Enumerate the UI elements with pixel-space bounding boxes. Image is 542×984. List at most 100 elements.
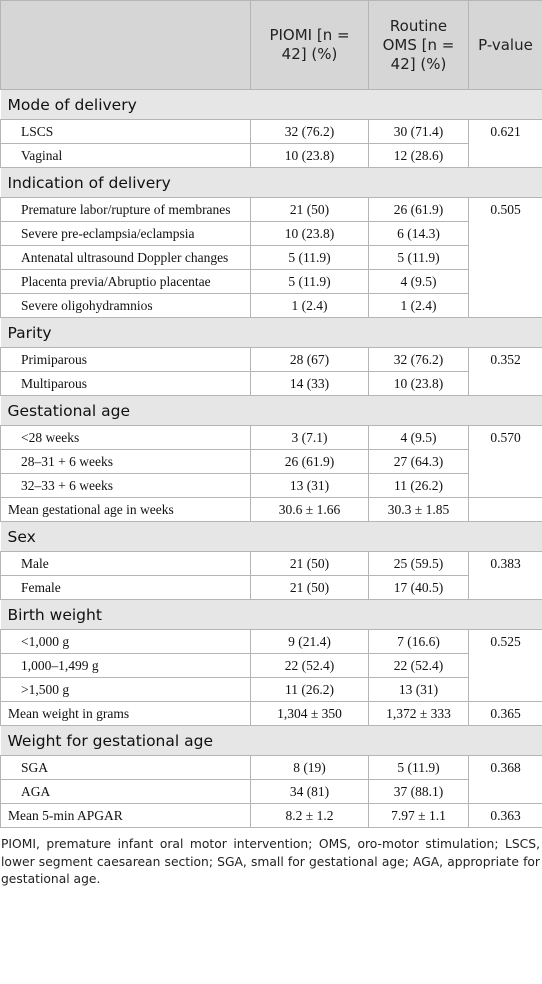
routine-cell: 11 (26.2)	[368, 473, 469, 498]
section-row: Gestational age	[0, 395, 542, 426]
piomi-cell: 14 (33)	[250, 371, 369, 396]
row-label: Severe pre-eclampsia/eclampsia	[0, 221, 251, 246]
routine-cell: 26 (61.9)	[368, 197, 469, 222]
section-row: Sex	[0, 521, 542, 552]
routine-cell: 1,372 ± 333	[368, 701, 469, 726]
data-row: >1,500 g 11 (26.2) 13 (31)	[0, 677, 542, 702]
section-title: Sex	[0, 521, 542, 552]
p-value-cell: 0.525	[468, 629, 542, 702]
p-value-cell: 0.365	[468, 701, 542, 726]
header-cell: P-value	[468, 0, 542, 90]
row-label: Placenta previa/Abruptio placentae	[0, 269, 251, 294]
piomi-cell: 13 (31)	[250, 473, 369, 498]
piomi-cell: 28 (67)	[250, 347, 369, 372]
piomi-cell: 10 (23.8)	[250, 143, 369, 168]
p-value-cell	[468, 497, 542, 522]
routine-cell: 13 (31)	[368, 677, 469, 702]
piomi-cell: 22 (52.4)	[250, 653, 369, 678]
p-value-cell: 0.383	[468, 551, 542, 600]
summary-row: Mean gestational age in weeks 30.6 ± 1.66…	[0, 497, 542, 522]
p-value-cell: 0.621	[468, 119, 542, 168]
piomi-cell: 9 (21.4)	[250, 629, 369, 654]
section-title: Indication of delivery	[0, 167, 542, 198]
piomi-cell: 5 (11.9)	[250, 245, 369, 270]
routine-cell: 17 (40.5)	[368, 575, 469, 600]
section-row: Mode of delivery	[0, 89, 542, 120]
piomi-cell: 8 (19)	[250, 755, 369, 780]
data-row: <28 weeks 3 (7.1) 4 (9.5) 0.570	[0, 425, 542, 498]
data-row: Primiparous 28 (67) 32 (76.2) 0.352	[0, 347, 542, 396]
routine-cell: 22 (52.4)	[368, 653, 469, 678]
data-row: Male 21 (50) 25 (59.5) 0.383	[0, 551, 542, 600]
data-row: Severe oligohydramnios 1 (2.4) 1 (2.4)	[0, 293, 542, 318]
routine-cell: 5 (11.9)	[368, 755, 469, 780]
section-row: Parity	[0, 317, 542, 348]
row-label: Severe oligohydramnios	[0, 293, 251, 318]
row-label: 28–31 + 6 weeks	[0, 449, 251, 474]
header-row: PIOMI [n = 42] (%) Routine OMS [n = 42] …	[0, 0, 542, 90]
routine-cell: 32 (76.2)	[368, 347, 469, 372]
piomi-cell: 21 (50)	[250, 197, 369, 222]
row-label: >1,500 g	[0, 677, 251, 702]
piomi-cell: 5 (11.9)	[250, 269, 369, 294]
piomi-cell: 10 (23.8)	[250, 221, 369, 246]
routine-cell: 30.3 ± 1.85	[368, 497, 469, 522]
data-row: 1,000–1,499 g 22 (52.4) 22 (52.4)	[0, 653, 542, 678]
piomi-cell: 30.6 ± 1.66	[250, 497, 369, 522]
routine-cell: 27 (64.3)	[368, 449, 469, 474]
row-label: <1,000 g	[0, 629, 251, 654]
routine-cell: 7 (16.6)	[368, 629, 469, 654]
row-label: Mean 5-min APGAR	[0, 803, 251, 828]
routine-cell: 1 (2.4)	[368, 293, 469, 318]
table-body: Mode of delivery LSCS 32 (76.2) 30 (71.4) 0.…	[0, 89, 542, 828]
piomi-cell: 32 (76.2)	[250, 119, 369, 144]
routine-cell: 5 (11.9)	[368, 245, 469, 270]
row-label: Male	[0, 551, 251, 576]
data-row: 32–33 + 6 weeks 13 (31) 11 (26.2)	[0, 473, 542, 498]
routine-cell: 12 (28.6)	[368, 143, 469, 168]
section-title: Gestational age	[0, 395, 542, 426]
row-label: AGA	[0, 779, 251, 804]
data-row: Placenta previa/Abruptio placentae 5 (11.…	[0, 269, 542, 294]
data-row: Premature labor/rupture of membranes 21 (…	[0, 197, 542, 318]
routine-cell: 25 (59.5)	[368, 551, 469, 576]
section-title: Weight for gestational age	[0, 725, 542, 756]
piomi-cell: 11 (26.2)	[250, 677, 369, 702]
piomi-cell: 34 (81)	[250, 779, 369, 804]
routine-cell: 4 (9.5)	[368, 269, 469, 294]
section-row: Birth weight	[0, 599, 542, 630]
data-row: SGA 8 (19) 5 (11.9) 0.368	[0, 755, 542, 804]
header-cell	[0, 0, 251, 90]
data-row: Severe pre-eclampsia/eclampsia 10 (23.8) 6…	[0, 221, 542, 246]
p-value-cell: 0.368	[468, 755, 542, 804]
section-row: Weight for gestational age	[0, 725, 542, 756]
row-label: 32–33 + 6 weeks	[0, 473, 251, 498]
row-label: 1,000–1,499 g	[0, 653, 251, 678]
summary-row: Mean 5-min APGAR 8.2 ± 1.2 7.97 ± 1.1 0.363	[0, 803, 542, 828]
section-title: Parity	[0, 317, 542, 348]
data-row: LSCS 32 (76.2) 30 (71.4) 0.621	[0, 119, 542, 168]
row-label: SGA	[0, 755, 251, 780]
piomi-cell: 21 (50)	[250, 575, 369, 600]
p-value-cell: 0.570	[468, 425, 542, 498]
data-row: 28–31 + 6 weeks 26 (61.9) 27 (64.3)	[0, 449, 542, 474]
piomi-cell: 8.2 ± 1.2	[250, 803, 369, 828]
data-row: Female 21 (50) 17 (40.5)	[0, 575, 542, 600]
data-row: AGA 34 (81) 37 (88.1)	[0, 779, 542, 804]
piomi-cell: 1 (2.4)	[250, 293, 369, 318]
piomi-cell: 3 (7.1)	[250, 425, 369, 450]
summary-row: Mean weight in grams 1,304 ± 350 1,372 ± 3…	[0, 701, 542, 726]
p-value-cell: 0.363	[468, 803, 542, 828]
routine-cell: 37 (88.1)	[368, 779, 469, 804]
row-label: Premature labor/rupture of membranes	[0, 197, 251, 222]
footnote: PIOMI, premature infant oral motor inter…	[1, 837, 540, 886]
row-label: Primiparous	[0, 347, 251, 372]
piomi-cell: 26 (61.9)	[250, 449, 369, 474]
routine-cell: 10 (23.8)	[368, 371, 469, 396]
data-row: Vaginal 10 (23.8) 12 (28.6)	[0, 143, 542, 168]
row-label: Vaginal	[0, 143, 251, 168]
section-row: Indication of delivery	[0, 167, 542, 198]
routine-cell: 30 (71.4)	[368, 119, 469, 144]
